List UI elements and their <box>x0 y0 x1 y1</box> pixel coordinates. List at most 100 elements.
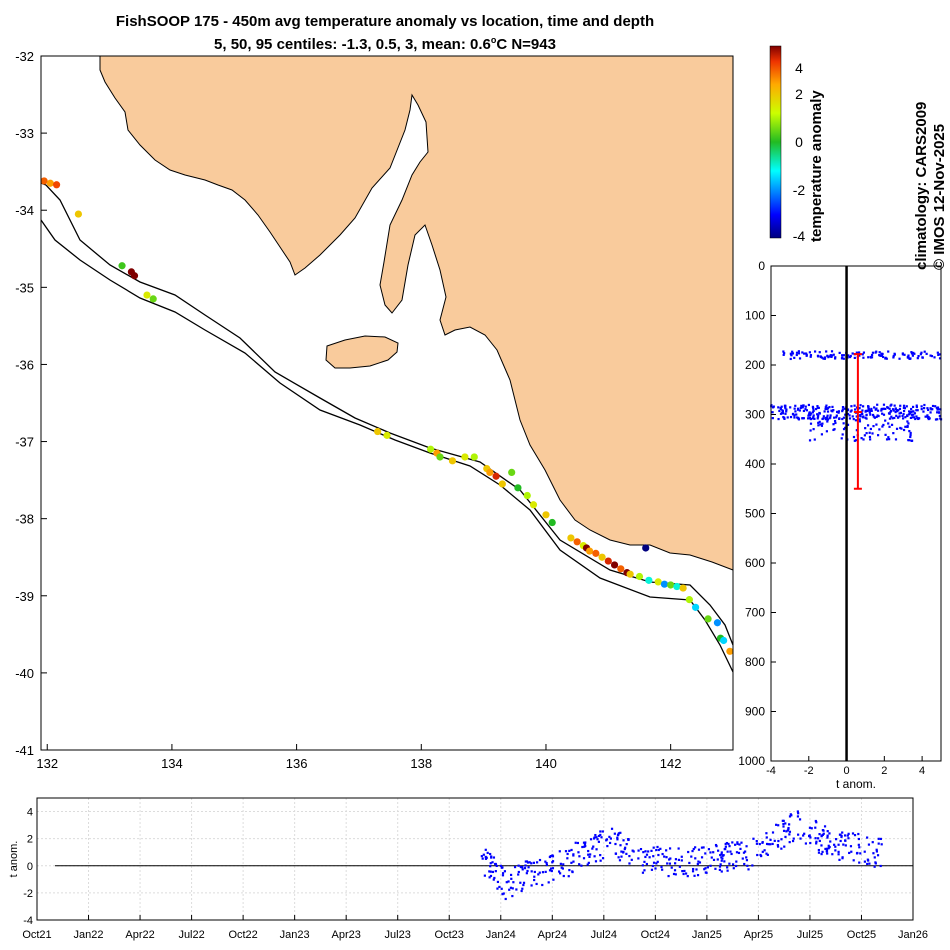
timeseries-point <box>525 860 529 863</box>
profile-point <box>858 420 862 423</box>
map-point <box>448 457 457 465</box>
timeseries-point <box>520 889 523 893</box>
timeseries-point <box>613 832 616 835</box>
timeseries-point <box>551 867 555 870</box>
profile-point <box>777 406 780 409</box>
timeseries-point <box>725 841 729 845</box>
profile-point <box>902 413 905 416</box>
profile-point <box>825 404 828 407</box>
profile-point <box>876 403 879 406</box>
profile-error-bar <box>853 353 862 490</box>
timeseries-point <box>605 839 608 842</box>
profile-point <box>927 417 930 421</box>
profile-point <box>884 407 887 411</box>
timeseries-point <box>742 851 746 854</box>
timeseries-point <box>823 825 827 828</box>
profile-point <box>808 351 811 354</box>
timeseries-point <box>827 844 830 847</box>
profile-point <box>821 356 824 359</box>
profile-point <box>801 351 804 354</box>
profile-point <box>905 405 908 408</box>
map-ytick-label: -33 <box>15 126 34 141</box>
timeseries-point <box>872 852 875 855</box>
timeseries-point <box>515 888 518 891</box>
timeseries-point <box>846 834 849 837</box>
profile-point <box>917 355 920 358</box>
timeseries-point <box>597 840 600 843</box>
profile-point <box>910 439 913 443</box>
timeseries-xtick-label: Apr23 <box>331 929 360 941</box>
profile-point <box>925 415 929 418</box>
profile-point <box>837 410 841 413</box>
timeseries-point <box>765 832 768 835</box>
timeseries-point <box>599 853 602 857</box>
timeseries-point <box>765 852 768 855</box>
colorbar-label: temperature anomaly <box>808 90 825 242</box>
timeseries-point <box>521 866 524 869</box>
profile-point <box>933 356 936 359</box>
profile-point <box>865 414 868 417</box>
profile-point <box>855 415 858 418</box>
profile-point <box>916 357 919 360</box>
map-panel: 132 134 136 138 140 142 -32 -33 -34 -35 -36 -37 -38 -… <box>15 49 734 771</box>
profile-point <box>938 357 942 360</box>
profile-point <box>882 413 886 416</box>
timeseries-point <box>549 867 553 870</box>
timeseries-point <box>718 868 721 871</box>
timeseries-point <box>580 864 583 867</box>
map-point <box>542 511 550 519</box>
timeseries-point <box>652 855 655 858</box>
profile-point <box>907 422 910 425</box>
timeseries-point <box>776 843 779 847</box>
profile-ticks: -4 -2 0 2 4 0 100 200 300 400 500 600 700 800 900 1000 <box>738 259 925 777</box>
profile-point <box>936 406 940 409</box>
profile-point <box>888 417 892 420</box>
timeseries-point <box>593 855 596 858</box>
timeseries-point <box>493 876 496 880</box>
timeseries-point <box>601 830 604 833</box>
timeseries-point <box>560 866 563 869</box>
profile-point <box>842 422 845 425</box>
timeseries-ytick-label: 2 <box>27 834 33 846</box>
profile-point <box>935 406 938 409</box>
profile-point <box>796 408 800 411</box>
profile-point <box>800 404 803 408</box>
timeseries-point <box>826 836 829 839</box>
profile-point <box>888 412 891 415</box>
timeseries-point <box>859 852 862 855</box>
timeseries-point <box>788 841 791 844</box>
profile-point <box>859 414 862 417</box>
timeseries-point <box>852 859 855 862</box>
timeseries-point <box>503 870 507 873</box>
timeseries-point <box>780 847 783 850</box>
profile-ytick-label: 300 <box>745 408 765 422</box>
map-point <box>486 468 494 476</box>
timeseries-point <box>717 849 720 852</box>
profile-point <box>882 423 885 427</box>
profile-point <box>782 416 785 419</box>
timeseries-point <box>834 845 837 848</box>
map-point <box>130 272 139 280</box>
timeseries-point <box>489 865 492 868</box>
map-point <box>567 534 575 542</box>
map-ytick-label: -36 <box>15 357 34 372</box>
profile-point <box>888 425 891 428</box>
timeseries-point <box>581 845 584 849</box>
chart-subtitle: 5, 50, 95 centiles: -1.3, 0.5, 3, mean: … <box>0 35 770 53</box>
timeseries-point <box>814 826 817 829</box>
timeseries-point <box>674 873 677 876</box>
profile-point <box>912 351 915 355</box>
profile-point <box>872 415 875 418</box>
map-point <box>514 484 522 492</box>
profile-point <box>921 356 924 359</box>
profile-point <box>860 412 864 415</box>
timeseries-point <box>681 869 684 873</box>
timeseries-point <box>517 864 520 867</box>
profile-point <box>830 409 833 412</box>
profile-point <box>834 356 837 359</box>
profile-point <box>897 409 900 412</box>
profile-point <box>867 408 870 411</box>
timeseries-point <box>541 871 545 874</box>
profile-point <box>802 404 805 407</box>
profile-point <box>829 414 832 417</box>
